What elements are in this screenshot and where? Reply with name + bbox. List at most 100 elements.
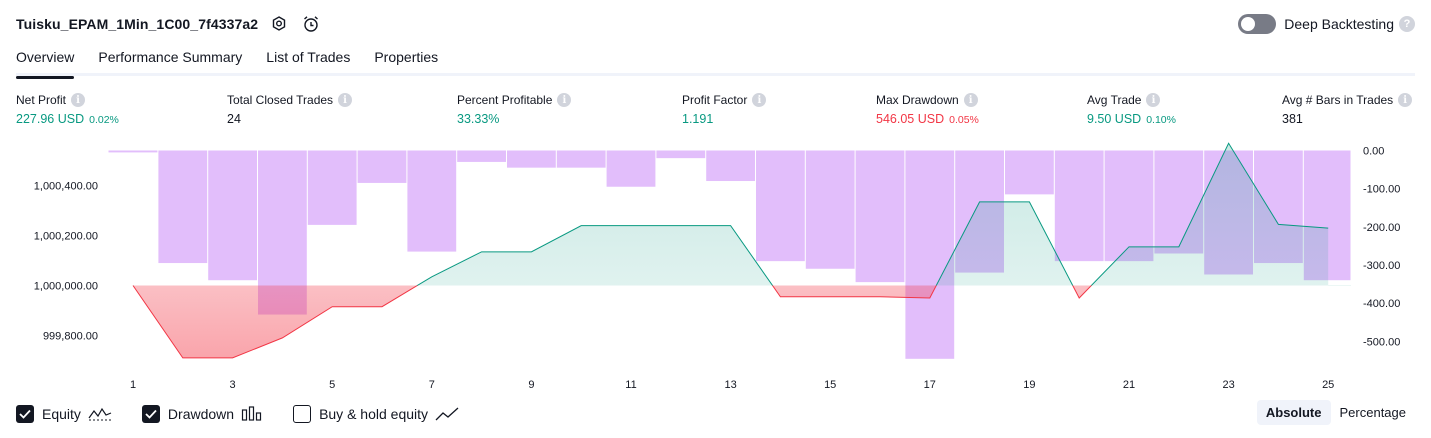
equity-axis: 1,000,400.00 1,000,200.00 1,000,000.00 999,… <box>34 181 98 343</box>
trade-tick-label: 17 <box>924 379 936 391</box>
drawdown-axis: 0.00 -100.00 -200.00 -300.00 -400.00 -500.00 <box>1363 146 1400 349</box>
legend-label: Drawdown <box>167 406 235 422</box>
drawdown-bar <box>407 150 457 252</box>
metric-value: 1.191 <box>682 112 714 126</box>
trade-tick-label: 7 <box>429 379 435 391</box>
metric-label: Percent Profitable <box>457 93 553 107</box>
drawdown-bar <box>855 150 905 283</box>
drawdown-bars-icon <box>241 406 263 422</box>
metric-value: 24 <box>227 112 241 126</box>
drawdown-bar <box>307 150 357 225</box>
trade-tick-label: 19 <box>1023 379 1035 391</box>
baseline-band <box>1328 285 1351 286</box>
trade-axis: 1 3 5 7 9 11 13 15 17 19 21 23 25 <box>130 379 1334 391</box>
trade-tick-label: 11 <box>625 379 636 391</box>
metric-percent: 0.05% <box>949 114 979 126</box>
drawdown-bar <box>706 150 755 182</box>
metric-net-profit: Net Profit i 227.96 USD 0.02% <box>16 93 119 126</box>
trade-tick-label: 25 <box>1322 379 1334 391</box>
drawdown-tick-label: -400.00 <box>1363 298 1400 310</box>
equity-checkbox[interactable] <box>16 405 34 423</box>
drawdown-bar <box>507 150 556 168</box>
strategy-title: Tuisku_EPAM_1Min_1C00_7f4337a2 <box>16 16 259 32</box>
deep-backtesting: Deep Backtesting ? <box>1238 12 1415 36</box>
info-icon[interactable]: i <box>557 93 572 107</box>
drawdown-bar <box>656 150 706 159</box>
strategy-header: Tuisku_EPAM_1Min_1C00_7f4337a2 <box>16 12 322 36</box>
drawdown-tick-label: 0.00 <box>1363 146 1384 158</box>
drawdown-bar <box>1054 150 1104 262</box>
deep-backtesting-label: Deep Backtesting <box>1284 16 1394 32</box>
legend-equity[interactable]: Equity <box>16 405 112 423</box>
alarm-clock-plus-icon[interactable] <box>300 13 322 35</box>
equity-tick-label: 999,800.00 <box>43 330 98 342</box>
buy-hold-line-icon <box>435 406 459 422</box>
drawdown-tick-label: -100.00 <box>1363 184 1400 196</box>
trade-tick-label: 21 <box>1123 379 1135 391</box>
scale-mode-switch: Absolute Percentage <box>1256 400 1415 425</box>
metric-profit-factor: Profit Factor i 1.191 <box>682 93 767 126</box>
drawdown-checkbox[interactable] <box>141 405 160 423</box>
info-icon[interactable]: i <box>71 93 86 107</box>
equity-line-loss <box>132 285 1093 359</box>
percentage-button[interactable]: Percentage <box>1339 405 1407 420</box>
drawdown-bar <box>158 150 208 264</box>
equity-tick-label: 1,000,000.00 <box>34 281 98 293</box>
drawdown-bar <box>208 150 257 281</box>
legend-label: Buy & hold equity <box>319 406 429 422</box>
trade-tick-label: 9 <box>528 379 534 391</box>
buy-hold-checkbox[interactable] <box>293 405 312 423</box>
metric-label: Net Profit <box>16 93 67 107</box>
tab-properties[interactable]: Properties <box>374 49 439 65</box>
tab-list-of-trades[interactable]: List of Trades <box>266 49 351 65</box>
equity-loss-area <box>133 285 1329 358</box>
drawdown-tick-label: -300.00 <box>1363 260 1400 272</box>
trade-tick-label: 3 <box>230 379 236 391</box>
equity-line <box>132 142 1329 359</box>
drawdown-bar <box>756 150 805 262</box>
legend-drawdown[interactable]: Drawdown <box>141 405 263 423</box>
gear-icon[interactable] <box>268 13 290 35</box>
metric-label: Total Closed Trades <box>227 93 334 107</box>
metric-percent: 0.10% <box>1146 114 1176 126</box>
metric-value: 546.05 USD <box>876 112 945 126</box>
drawdown-bar <box>108 150 158 153</box>
metric-avg-trade: Avg Trade i 9.50 USD 0.10% <box>1087 93 1176 126</box>
metric-max-drawdown: Max Drawdown i 546.05 USD 0.05% <box>876 93 979 126</box>
metric-label: Avg Trade <box>1087 93 1142 107</box>
equity-tick-label: 1,000,400.00 <box>34 181 98 193</box>
legend-label: Equity <box>42 406 81 422</box>
info-icon[interactable]: i <box>1146 93 1161 107</box>
metric-value: 33.33% <box>457 112 500 126</box>
deep-backtesting-toggle[interactable] <box>1238 14 1277 34</box>
drawdown-bar <box>556 150 606 168</box>
drawdown-bar <box>1104 150 1154 262</box>
question-icon[interactable]: ? <box>1399 16 1415 32</box>
legend-buy-hold-equity[interactable]: Buy & hold equity <box>293 405 459 423</box>
drawdown-bar <box>905 150 955 359</box>
tab-performance-summary[interactable]: Performance Summary <box>98 49 243 65</box>
metric-total-closed-trades: Total Closed Trades i 24 <box>227 93 353 126</box>
info-icon[interactable]: i <box>338 93 353 107</box>
trade-tick-label: 23 <box>1222 379 1234 391</box>
metric-value: 381 <box>1282 112 1303 126</box>
metric-avg-bars-in-trades: Avg # Bars in Trades i 381 <box>1282 93 1413 126</box>
metric-percent: 0.02% <box>89 114 119 126</box>
equity-drawdown-chart[interactable]: 1,000,400.00 1,000,200.00 1,000,000.00 999,… <box>0 140 1431 398</box>
metrics-row: Net Profit i 227.96 USD 0.02% Total Closed… <box>0 93 1431 133</box>
equity-tick-label: 1,000,200.00 <box>34 231 98 243</box>
trade-tick-label: 1 <box>130 379 136 391</box>
equity-profit-area <box>133 143 1329 286</box>
info-icon[interactable]: i <box>752 93 767 107</box>
absolute-button[interactable]: Absolute <box>1256 400 1331 425</box>
tab-overview[interactable]: Overview <box>16 46 75 79</box>
trade-tick-label: 5 <box>329 379 335 391</box>
info-icon[interactable]: i <box>963 93 978 107</box>
drawdown-tick-label: -500.00 <box>1363 336 1400 348</box>
drawdown-bar <box>1005 150 1054 195</box>
metric-label: Profit Factor <box>682 93 748 107</box>
metric-value: 9.50 USD <box>1087 112 1142 126</box>
info-icon[interactable]: i <box>1398 93 1413 107</box>
metric-value: 227.96 USD <box>16 112 85 126</box>
tab-bar: Overview Performance Summary List of Tra… <box>16 46 1415 79</box>
